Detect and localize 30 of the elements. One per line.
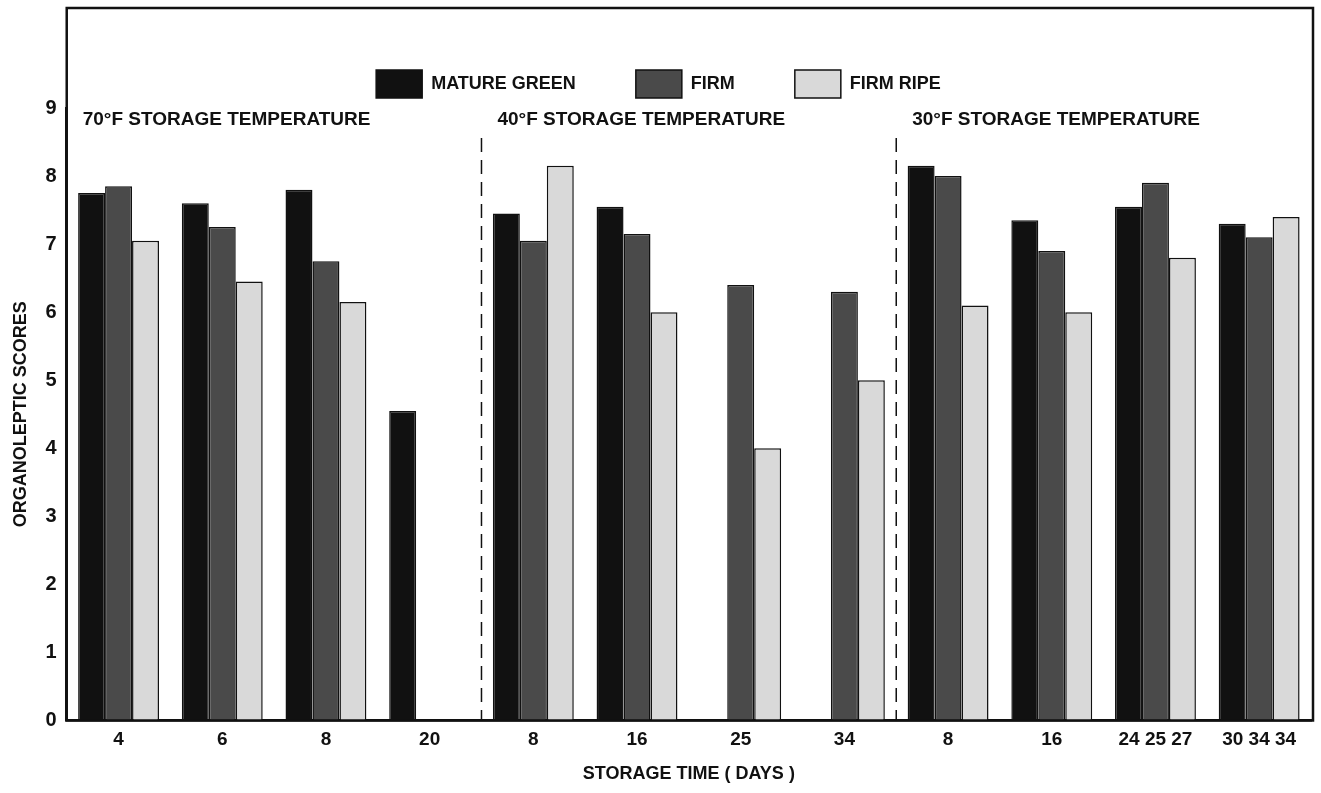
x-tick-label: 8 bbox=[320, 728, 332, 750]
x-tick-label: 25 bbox=[730, 728, 752, 750]
legend-label: FIRM RIPE bbox=[849, 72, 941, 93]
y-axis-title: ORGANOLEPTIC SCORES bbox=[9, 301, 30, 528]
annotation: 40°F STORAGE TEMPERATURE bbox=[497, 108, 786, 130]
x-tick-label: 6 bbox=[216, 728, 228, 750]
legend-label: MATURE GREEN bbox=[431, 72, 576, 93]
y-tick-label: 5 bbox=[45, 367, 57, 390]
y-tick-label: 1 bbox=[45, 640, 57, 663]
y-tick-label: 9 bbox=[45, 95, 57, 118]
x-tick-label: 8 bbox=[942, 728, 954, 750]
x-tick-label: 4 bbox=[113, 728, 125, 750]
x-tick-label: 16 bbox=[1041, 728, 1063, 750]
x-tick-label: 30 34 34 bbox=[1222, 728, 1297, 750]
y-tick-label: 4 bbox=[45, 435, 58, 458]
y-tick-label: 7 bbox=[45, 231, 57, 254]
y-tick-label: 6 bbox=[45, 299, 57, 322]
annotation: 70°F STORAGE TEMPERATURE bbox=[82, 108, 371, 130]
x-tick-label: 8 bbox=[528, 728, 539, 750]
y-tick-label: 3 bbox=[45, 503, 57, 526]
x-tick-label: 24 25 27 bbox=[1118, 728, 1193, 750]
x-tick-label: 34 bbox=[833, 728, 856, 750]
annotation: 30°F STORAGE TEMPERATURE bbox=[912, 108, 1200, 130]
y-tick-label: 8 bbox=[45, 163, 57, 186]
legend-label: FIRM bbox=[690, 72, 735, 93]
x-tick-label: 16 bbox=[626, 728, 648, 750]
y-tick-label: 0 bbox=[45, 708, 57, 731]
x-tick-label: 20 bbox=[419, 728, 441, 750]
x-axis-title: STORAGE TIME ( DAYS ) bbox=[582, 763, 795, 784]
y-tick-label: 2 bbox=[45, 571, 57, 594]
